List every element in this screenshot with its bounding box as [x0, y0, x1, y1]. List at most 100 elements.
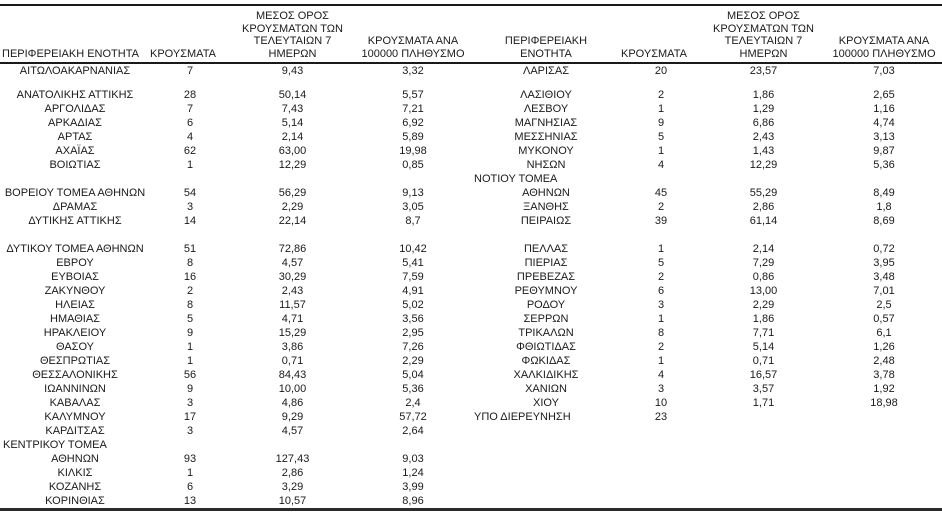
- region-cell: [471, 480, 621, 494]
- per100k-cell: 8,7: [405, 215, 421, 227]
- avg7-cell: 4,57: [281, 425, 304, 437]
- table-row: ΑΡΓΟΛΙΔΑΣ 7 7,43 7,21 ΛΕΣΒΟΥ 1 1,29 1,16: [0, 102, 942, 116]
- avg7-cell: 84,43: [278, 369, 307, 381]
- per100k-cell: 9,03: [402, 453, 424, 465]
- table-row: ΒΟΙΩΤΙΑΣ 1 12,29 0,85 ΝΗΣΩΝ 4 12,29 5,36: [0, 158, 942, 172]
- cases-cell: 8: [186, 299, 194, 311]
- cases-cell: 56: [183, 369, 197, 381]
- per100k-cell: 7,26: [402, 341, 424, 353]
- region-cell: [471, 466, 621, 480]
- avg7-cell: 23,57: [749, 65, 778, 77]
- per100k-cell: [355, 172, 471, 186]
- region-cell: ΦΩΚΙΔΑΣ: [521, 355, 571, 367]
- avg7-cell: [701, 438, 826, 452]
- cases-cell: 45: [654, 187, 668, 199]
- regional-cases-table: ΠΕΡΙΦΕΡΕΙΑΚΗ ΕΝΟΤΗΤΑ ΚΡΟΥΣΜΑΤΑ ΜΕΣΟΣ ΟΡΟ…: [0, 4, 942, 511]
- region-cell: ΥΠΟ ΔΙΕΡΕΥΝΗΣΗ: [474, 411, 571, 423]
- cases-cell: 1: [186, 355, 194, 367]
- avg7-cell: 7,43: [281, 103, 304, 115]
- table-row: ΒΟΡΕΙΟΥ ΤΟΜΕΑ ΑΘΗΝΩΝ 54 56,29 9,13 ΑΘΗΝΩΝ 45 5…: [0, 186, 942, 200]
- avg7-cell: 2,86: [281, 467, 304, 479]
- table-row: ΑΡΤΑΣ 4 2,14 5,89 ΜΕΣΣΗΝΙΑΣ 5 2,43 3,13: [0, 130, 942, 144]
- region-cell: ΘΕΣΠΡΩΤΙΑΣ: [39, 355, 111, 367]
- per100k-cell: [826, 424, 942, 438]
- region-cell: [471, 78, 621, 88]
- table-row: ΝΟΤΙΟΥ ΤΟΜΕΑ: [0, 172, 942, 186]
- region-cell: ΛΑΡΙΣΑΣ: [522, 65, 569, 77]
- cases-cell: 4: [186, 131, 194, 143]
- per100k-cell: [826, 438, 942, 452]
- avg7-cell: [701, 410, 826, 424]
- table-row: ΚΟΡΙΝΘΙΑΣ 13 10,57 8,96: [0, 494, 942, 510]
- region-header-right: ΠΕΡΙΦΕΡΕΙΑΚΗ ΕΝΟΤΗΤΑ: [471, 5, 621, 64]
- region-cell: ΚΟΡΙΝΘΙΑΣ: [45, 495, 105, 507]
- avg7-cell: [230, 438, 355, 452]
- region-cell: [471, 228, 621, 242]
- cases-cell: 3: [657, 383, 665, 395]
- avg7-cell: 10,00: [278, 383, 307, 395]
- per100k-cell: 6,92: [402, 117, 424, 129]
- per100k-cell: 2,5: [876, 299, 892, 311]
- per100k-header-right: ΚΡΟΥΣΜΑΤΑ ΑΝΑ 100000 ΠΛΗΘΥΣΜΟ: [826, 5, 942, 64]
- region-cell: ΠΕΙΡΑΙΩΣ: [520, 215, 572, 227]
- region-header-left: ΠΕΡΙΦΕΡΕΙΑΚΗ ΕΝΟΤΗΤΑ: [0, 5, 150, 64]
- cases-cell: 13: [183, 495, 197, 507]
- table-row: ΑΧΑΪΑΣ 62 63,00 19,98 ΜΥΚΟΝΟΥ 1 1,43 9,87: [0, 144, 942, 158]
- region-cell: ΡΕΘΥΜΝΟΥ: [514, 285, 578, 297]
- avg7-cell: 127,43: [275, 453, 310, 465]
- avg7-cell: 2,14: [752, 243, 775, 255]
- per100k-cell: [355, 438, 471, 452]
- cases-cell: 2: [657, 271, 665, 283]
- cases-cell: 1: [186, 341, 194, 353]
- cases-cell: 2: [186, 285, 194, 297]
- table-row: [0, 228, 942, 242]
- avg7-cell: 7,29: [752, 257, 775, 269]
- region-cell: ΧΙΟΥ: [533, 397, 559, 409]
- table-row: ΔΡΑΜΑΣ 3 2,29 3,05 ΞΑΝΘΗΣ 2 2,86 1,8: [0, 200, 942, 214]
- region-cell: [0, 78, 150, 88]
- avg7-cell: 72,86: [278, 243, 307, 255]
- cases-cell: [621, 494, 701, 510]
- cases-cell: 16: [183, 271, 197, 283]
- region-cell: ΠΙΕΡΙΑΣ: [524, 257, 568, 269]
- cases-cell: [621, 438, 701, 452]
- avg7-cell: [701, 228, 826, 242]
- per100k-cell: 5,41: [402, 257, 424, 269]
- region-cell: ΗΛΕΙΑΣ: [55, 299, 95, 311]
- region-cell: ΚΕΝΤΡΙΚΟΥ ΤΟΜΕΑ: [3, 439, 107, 451]
- cases-cell: 62: [183, 145, 197, 157]
- avg7-cell: [701, 466, 826, 480]
- avg7-cell: [701, 78, 826, 88]
- avg7-cell: 30,29: [278, 271, 307, 283]
- cases-header-left: ΚΡΟΥΣΜΑΤΑ: [150, 5, 230, 64]
- cases-cell: 4: [657, 159, 665, 171]
- table-row: ΑΝΑΤΟΛΙΚΗΣ ΑΤΤΙΚΗΣ 28 50,14 5,57 ΛΑΣΙΘΙΟΥ 2 1,…: [0, 88, 942, 102]
- cases-cell: 7: [186, 103, 194, 115]
- avg7-cell: [701, 480, 826, 494]
- avg7-cell: 50,14: [278, 89, 307, 101]
- cases-cell: 9: [186, 327, 194, 339]
- per100k-cell: 2,65: [873, 89, 895, 101]
- region-cell: ΚΙΛΚΙΣ: [57, 467, 93, 479]
- region-cell: ΒΟΡΕΙΟΥ ΤΟΜΕΑ ΑΘΗΝΩΝ: [4, 187, 146, 199]
- cases-cell: 2: [657, 341, 665, 353]
- cases-cell: [621, 172, 701, 186]
- per100k-cell: [826, 466, 942, 480]
- region-cell: ΣΕΡΡΩΝ: [523, 313, 569, 325]
- avg7-cell: 9,43: [281, 65, 304, 77]
- per100k-cell: 5,04: [402, 369, 424, 381]
- per100k-cell: 9,87: [873, 145, 895, 157]
- avg7-cell: 13,00: [749, 285, 778, 297]
- cases-cell: 7: [186, 65, 194, 77]
- avg7-cell: 1,86: [752, 89, 775, 101]
- avg7-cell: [701, 452, 826, 466]
- per100k-cell: 3,56: [402, 313, 424, 325]
- avg7-cell: 11,57: [279, 299, 306, 311]
- cases-cell: [621, 424, 701, 438]
- avg7-cell: 1,43: [752, 145, 775, 157]
- region-cell: ΜΑΓΝΗΣΙΑΣ: [514, 117, 578, 129]
- region-cell: [471, 438, 621, 452]
- region-cell: ΑΝΑΤΟΛΙΚΗΣ ΑΤΤΙΚΗΣ: [16, 89, 134, 101]
- cases-cell: 4: [657, 369, 665, 381]
